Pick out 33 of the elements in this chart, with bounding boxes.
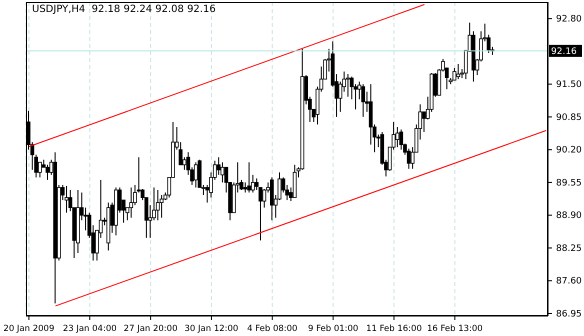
candlestick bbox=[156, 189, 160, 221]
candlestick bbox=[422, 111, 426, 133]
y-tick-label: 91.50 bbox=[556, 80, 582, 90]
y-tick-label: 88.90 bbox=[556, 211, 582, 222]
x-tick-label: 11 Feb 16:00 bbox=[366, 324, 422, 334]
y-tick-label: 86.95 bbox=[556, 309, 582, 320]
y-tick-label: 88.25 bbox=[556, 244, 582, 254]
x-tick-label: 23 Jan 04:00 bbox=[62, 324, 117, 334]
ref-line-label: 92.16 bbox=[551, 46, 578, 57]
x-tick-label: 9 Feb 01:00 bbox=[308, 324, 358, 334]
y-tick-label: 89.55 bbox=[556, 178, 582, 188]
y-tick-label: 92.80 bbox=[556, 14, 582, 25]
x-tick-label: 20 Jan 2009 bbox=[3, 324, 54, 334]
candlestick bbox=[452, 68, 456, 81]
candlestick bbox=[361, 84, 366, 118]
candlestick bbox=[194, 162, 198, 188]
candlestick bbox=[346, 74, 350, 98]
x-tick-label: 30 Jan 12:00 bbox=[184, 324, 238, 334]
chart-title: USDJPY,H4 92.18 92.24 92.08 92.16 bbox=[32, 4, 216, 15]
candlestick bbox=[46, 164, 50, 180]
candlestick bbox=[395, 126, 400, 148]
candlestick bbox=[243, 182, 248, 194]
x-tick-label: 27 Jan 20:00 bbox=[124, 324, 178, 334]
x-tick-label: 4 Feb 08:00 bbox=[247, 324, 298, 334]
candlestick bbox=[247, 162, 251, 194]
y-tick-label: 90.85 bbox=[556, 112, 582, 123]
candlestick bbox=[64, 185, 68, 214]
candlestick bbox=[399, 129, 404, 150]
candlestick bbox=[129, 186, 134, 218]
y-tick-label: 90.20 bbox=[556, 146, 582, 156]
candlestick bbox=[456, 63, 460, 80]
y-tick-label: 87.60 bbox=[556, 276, 582, 287]
x-tick-label: 16 Feb 13:00 bbox=[426, 324, 483, 334]
